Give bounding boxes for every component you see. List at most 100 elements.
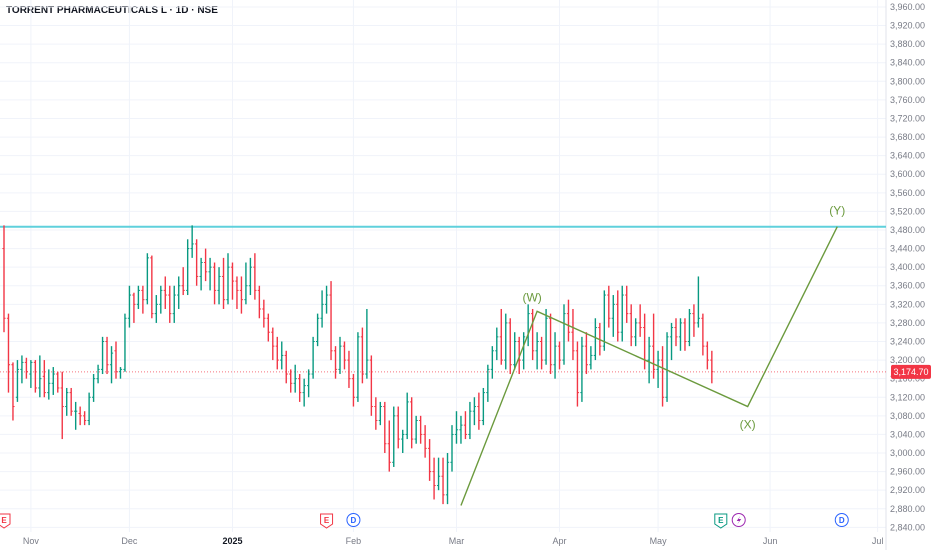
- ohlc-bar: [669, 322, 674, 361]
- ohlc-bar: [289, 369, 293, 393]
- price-tick-label: 2,960.00: [890, 467, 925, 477]
- ohlc-bar: [239, 276, 244, 314]
- ohlc-bar: [257, 285, 261, 319]
- price-tick-label: 3,560.00: [890, 188, 925, 198]
- dividend-marker: D: [834, 513, 849, 527]
- earnings-marker-shape: [0, 513, 11, 529]
- ohlc-bar: [2, 225, 6, 333]
- price-tick-label: 3,000.00: [890, 448, 925, 458]
- ohlc-bar: [360, 327, 364, 384]
- wave-pattern[interactable]: (W) (X) (Y): [460, 204, 845, 506]
- ohlc-bar: [589, 346, 593, 370]
- ohlc-bar: [414, 415, 418, 444]
- price-tick-label: 3,440.00: [890, 244, 925, 254]
- ohlc-bar: [320, 290, 324, 328]
- ohlc-bar: [481, 387, 485, 426]
- price-tick-label: 3,760.00: [890, 95, 925, 105]
- ohlc-bar: [428, 439, 432, 481]
- ohlc-bar: [365, 308, 369, 379]
- price-tick-label: 2,880.00: [890, 504, 925, 514]
- ohlc-bar: [571, 308, 575, 361]
- ohlc-bar: [177, 276, 181, 309]
- ohlc-bar: [280, 341, 284, 370]
- time-axis[interactable]: Nov Dec 2025 Feb Mar Apr May Jun Jul: [23, 536, 883, 546]
- price-tick-label: 3,120.00: [890, 392, 925, 402]
- price-axis[interactable]: 3,960.00 3,920.00 3,880.00 3,840.00 3,800.00…: [890, 2, 925, 532]
- ohlc-bar: [333, 346, 338, 379]
- price-tick-label: 3,800.00: [890, 76, 925, 86]
- ohlc-bar: [114, 341, 118, 379]
- interval-label[interactable]: 1D: [175, 5, 189, 16]
- ohlc-bar: [486, 364, 490, 402]
- ohlc-bar: [454, 411, 459, 444]
- price-tick-label: 3,240.00: [890, 337, 925, 347]
- ohlc-bar: [47, 369, 51, 400]
- ohlc-bar: [692, 304, 696, 337]
- title-sep-1: ·: [166, 5, 176, 16]
- ohlc-bar: [450, 425, 454, 472]
- price-tick-label: 3,480.00: [890, 225, 925, 235]
- ohlc-bar: [244, 262, 248, 305]
- ohlc-bar: [56, 371, 60, 393]
- ohlc-bar: [168, 285, 172, 323]
- ohlc-bar: [351, 374, 356, 407]
- ohlc-bar: [499, 308, 503, 365]
- dividend-marker-label: D: [351, 516, 357, 525]
- dividend-marker-shape: [346, 513, 361, 527]
- time-tick-label: Dec: [121, 536, 138, 546]
- price-tick-label: 3,680.00: [890, 132, 925, 142]
- ohlc-bar: [324, 285, 329, 314]
- ohlc-bar: [74, 401, 78, 430]
- ohlc-bar: [347, 350, 351, 388]
- grid: [0, 0, 887, 550]
- ohlc-bar: [562, 304, 566, 365]
- ohlc-bar: [423, 425, 427, 458]
- symbol-name[interactable]: TORRENT PHARMACEUTICALS L: [6, 5, 167, 16]
- ohlc-bar: [154, 295, 158, 323]
- ohlc-bar: [262, 299, 266, 328]
- ohlc-bar: [436, 457, 441, 491]
- exchange-label: NSE: [197, 5, 218, 16]
- price-tick-label: 3,320.00: [890, 299, 925, 309]
- ohlc-bar: [405, 392, 409, 440]
- price-tick-label: 3,840.00: [890, 58, 925, 68]
- ohlc-bar: [638, 304, 642, 337]
- ohlc-bar: [190, 225, 194, 258]
- price-tick-label: 3,520.00: [890, 206, 925, 216]
- ohlc-bar: [531, 308, 535, 361]
- dividend-marker-shape: [834, 513, 849, 527]
- ohlc-bar: [195, 239, 199, 286]
- wave-label: (W): [522, 290, 541, 304]
- ohlc-bar: [710, 350, 714, 384]
- price-tick-label: 3,880.00: [890, 39, 925, 49]
- ohlc-bar: [634, 318, 638, 347]
- ohlc-bar: [392, 406, 396, 467]
- ohlc-bar: [92, 374, 96, 402]
- ohlc-bar: [293, 364, 297, 393]
- ohlc-bar: [33, 360, 37, 393]
- time-tick-label: Jun: [763, 536, 778, 546]
- ohlc-bar: [647, 336, 651, 384]
- ohlc-bar: [378, 401, 382, 426]
- price-tick-label: 3,640.00: [890, 151, 925, 161]
- ohlc-bar: [302, 378, 306, 407]
- ohlc-bar: [419, 415, 423, 444]
- price-tick-label: 3,080.00: [890, 411, 925, 421]
- ohlc-bar: [652, 313, 656, 379]
- ohlc-bar: [329, 281, 333, 361]
- time-tick-label: Nov: [23, 536, 40, 546]
- ohlc-bar: [235, 276, 239, 309]
- ohlc-bar: [625, 285, 629, 323]
- ohlc-bar: [535, 332, 539, 370]
- price-tick-label: 3,400.00: [890, 262, 925, 272]
- ohlc-bar: [298, 374, 302, 402]
- ohlc-bars[interactable]: [2, 225, 714, 505]
- ohlc-bar: [226, 253, 230, 305]
- time-tick-label: Feb: [346, 536, 362, 546]
- price-tick-label: 3,920.00: [890, 21, 925, 31]
- ohlc-bar: [342, 341, 347, 370]
- dividend-marker-label: D: [839, 516, 845, 525]
- ohlc-bar: [553, 332, 557, 379]
